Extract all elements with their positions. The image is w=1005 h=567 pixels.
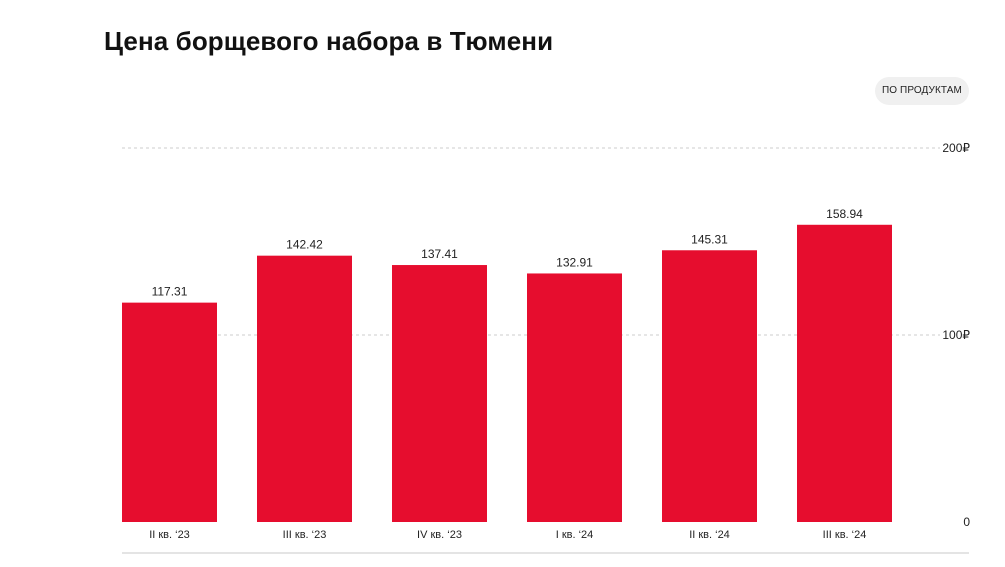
x-tick-label: II кв. ‘24: [689, 529, 730, 541]
chart-title: Цена борщевого набора в Тюмени: [104, 26, 554, 56]
bar: [122, 302, 217, 522]
bar-value-label: 145.31: [691, 232, 728, 246]
y-tick-label: 100₽: [942, 328, 970, 342]
y-tick-label: 200₽: [942, 141, 970, 155]
bar-value-label: 137.41: [421, 247, 458, 261]
bar: [392, 265, 487, 522]
bar: [797, 224, 892, 522]
x-tick-label: III кв. ‘24: [823, 529, 867, 541]
x-tick-label: IV кв. ‘23: [417, 529, 462, 541]
bar: [527, 273, 622, 522]
bar-value-label: 132.91: [556, 255, 593, 269]
x-tick-label: I кв. ‘24: [556, 529, 594, 541]
bar: [257, 255, 352, 522]
bar-value-label: 117.31: [152, 285, 188, 299]
bar-value-label: 158.94: [826, 207, 863, 221]
bar-value-label: 142.42: [286, 238, 323, 252]
by-products-toggle-button[interactable]: ПО ПРОДУКТАМ: [875, 77, 969, 105]
x-tick-label: II кв. ‘23: [149, 529, 190, 541]
x-tick-label: III кв. ‘23: [283, 529, 327, 541]
y-tick-label: 0: [963, 515, 970, 529]
bar: [662, 250, 757, 522]
